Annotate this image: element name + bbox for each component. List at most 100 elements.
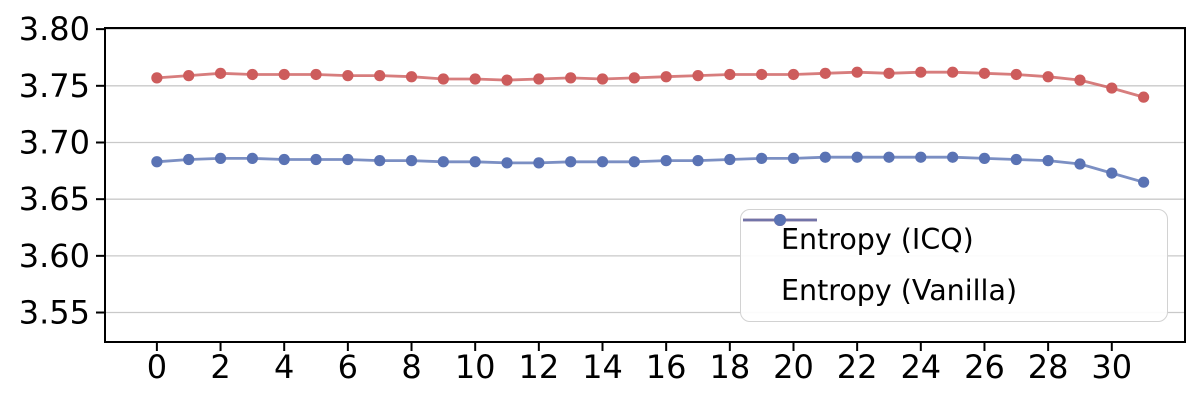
series-marker-0	[533, 73, 545, 85]
x-tick-label: 16	[646, 348, 687, 386]
series-marker-0	[628, 72, 640, 84]
x-tick-label: 28	[1028, 348, 1069, 386]
series-marker-0	[246, 68, 258, 81]
series-marker-0	[278, 68, 290, 81]
series-marker-0	[660, 71, 672, 83]
series-marker-1	[692, 155, 704, 167]
x-tick-label: 10	[455, 348, 496, 386]
x-tick-label: 20	[773, 348, 814, 386]
series-marker-1	[596, 156, 609, 168]
y-tick-label: 3.80	[19, 10, 90, 48]
x-tick-label: 14	[582, 348, 623, 386]
series-marker-1	[756, 152, 768, 164]
series-marker-0	[151, 72, 163, 84]
series-marker-1	[787, 152, 800, 164]
series-marker-1	[437, 156, 449, 168]
series-marker-1	[660, 155, 672, 167]
series-marker-0	[1074, 74, 1086, 86]
series-marker-1	[469, 156, 481, 168]
series-marker-0	[437, 73, 449, 85]
series-marker-1	[214, 152, 227, 164]
series-marker-0	[724, 68, 736, 81]
series-marker-1	[278, 153, 290, 166]
series-marker-0	[756, 68, 768, 81]
series-marker-1	[533, 157, 545, 169]
series-marker-0	[565, 72, 577, 84]
series-marker-1	[374, 155, 386, 167]
series-marker-1	[915, 151, 927, 163]
x-tick-label: 26	[964, 348, 1005, 386]
series-marker-1	[1010, 153, 1022, 166]
series-marker-1	[883, 151, 895, 163]
series-marker-1	[947, 151, 959, 163]
legend-label-vanilla: Entropy (Vanilla)	[781, 273, 1018, 307]
legend-label-icq: Entropy (ICQ)	[781, 222, 974, 256]
series-marker-1	[310, 153, 322, 166]
series-marker-0	[915, 66, 927, 78]
legend-box: Entropy (ICQ) Entropy (Vanilla)	[740, 209, 1168, 322]
series-marker-0	[501, 74, 513, 86]
axis-tick-marks	[96, 28, 1113, 351]
x-tick-label: 22	[837, 348, 878, 386]
series-marker-1	[246, 152, 258, 164]
series-marker-1	[183, 153, 195, 166]
x-tick-label: 0	[147, 348, 167, 386]
y-tick-label: 3.70	[19, 123, 90, 161]
x-tick-label: 12	[518, 348, 559, 386]
series-line-1	[156, 155, 1144, 184]
series-marker-0	[342, 70, 354, 82]
series-marker-0	[1138, 91, 1150, 103]
series-marker-1	[501, 157, 513, 169]
series-marker-1	[724, 153, 736, 166]
x-tick-label: 2	[210, 348, 230, 386]
legend-entry-vanilla: Entropy (Vanilla)	[743, 214, 1157, 317]
series-marker-1	[1042, 155, 1054, 167]
series-marker-0	[692, 70, 704, 82]
series-marker-0	[851, 66, 863, 78]
series-line-0	[156, 70, 1144, 99]
x-tick-label: 30	[1091, 348, 1132, 386]
x-tick-label: 18	[709, 348, 750, 386]
plot-box-spines	[104, 27, 1186, 343]
y-tick-label: 3.60	[19, 237, 90, 275]
series-marker-1	[978, 152, 991, 164]
series-marker-0	[310, 68, 322, 81]
series-marker-0	[947, 66, 959, 78]
legend-sample-line-vanilla	[743, 214, 817, 226]
series-marker-1	[1106, 167, 1118, 179]
series-marker-1	[405, 155, 418, 167]
series-marker-0	[214, 67, 227, 79]
series-marker-1	[151, 156, 163, 168]
series-marker-0	[787, 68, 800, 81]
series-marker-0	[819, 67, 831, 79]
x-tick-label: 6	[338, 348, 358, 386]
plot-border	[104, 27, 1186, 343]
series-marker-1	[1138, 176, 1150, 188]
series-marker-0	[883, 67, 895, 79]
series-marker-0	[1106, 82, 1118, 94]
series-marker-1	[819, 151, 831, 163]
y-tick-label: 3.65	[19, 180, 90, 218]
series-marker-1	[342, 153, 354, 166]
series-marker-1	[1074, 158, 1086, 170]
series-marker-0	[374, 70, 386, 82]
axis-tick-labels: 3.553.603.653.703.753.800 2 4 6 8 10 12 14 16 18 2…	[19, 10, 1132, 386]
series-marker-0	[469, 73, 481, 85]
x-tick-label: 24	[900, 348, 941, 386]
x-tick-label: 8	[401, 348, 421, 386]
series-marker-0	[978, 67, 991, 79]
y-tick-label: 3.55	[19, 294, 90, 332]
series-marker-0	[405, 71, 418, 83]
data-series	[151, 66, 1150, 188]
series-marker-0	[596, 73, 609, 85]
series-marker-0	[1042, 71, 1054, 83]
y-tick-label: 3.75	[19, 67, 90, 105]
series-marker-0	[183, 70, 195, 82]
series-marker-0	[1010, 68, 1022, 81]
x-tick-label: 4	[274, 348, 294, 386]
series-marker-1	[565, 156, 577, 168]
series-marker-1	[628, 156, 640, 168]
series-marker-1	[851, 151, 863, 163]
